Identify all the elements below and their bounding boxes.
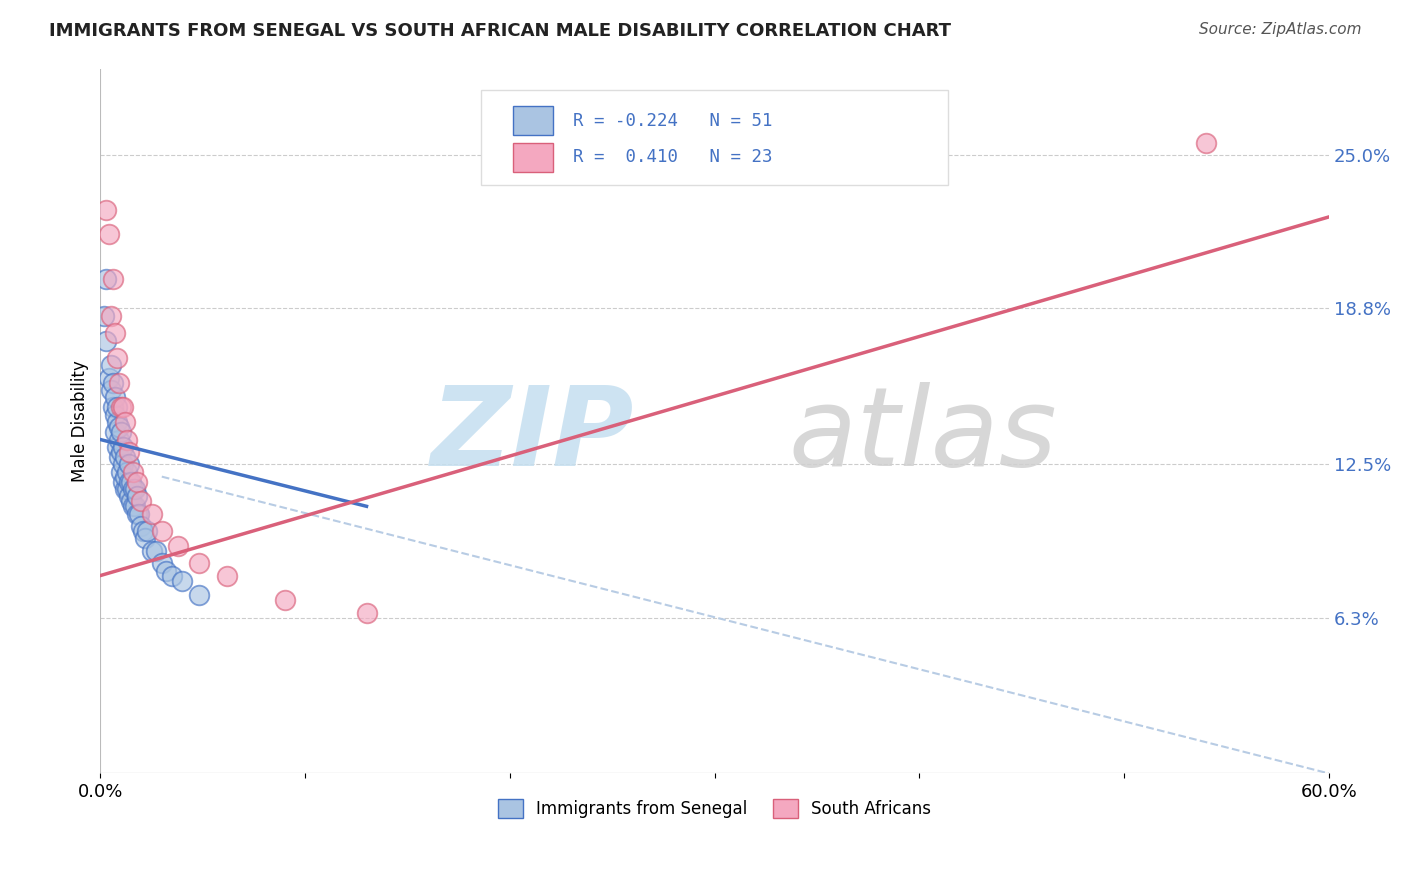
Point: [128, 507, 150, 521]
Point: [356, 606, 378, 620]
Text: ZIP: ZIP: [432, 382, 634, 489]
Point: [115, 465, 138, 479]
Point: [107, 376, 129, 390]
Point: [105, 415, 128, 429]
Point: [122, 500, 145, 514]
Point: [111, 475, 134, 489]
Point: [155, 564, 177, 578]
Point: [150, 556, 173, 570]
Point: [111, 401, 134, 415]
Point: [217, 568, 239, 582]
Point: [160, 568, 183, 582]
Point: [127, 490, 149, 504]
Point: [104, 326, 127, 341]
Point: [97, 370, 120, 384]
Point: [101, 272, 124, 286]
Legend: Immigrants from Senegal, South Africans: Immigrants from Senegal, South Africans: [492, 792, 938, 825]
Point: [127, 475, 149, 489]
Point: [118, 490, 141, 504]
Point: [141, 507, 163, 521]
Point: [118, 457, 141, 471]
Point: [111, 457, 134, 471]
Point: [115, 482, 138, 496]
Point: [114, 469, 136, 483]
Point: [97, 227, 120, 242]
Point: [145, 544, 167, 558]
Point: [110, 425, 132, 439]
Point: [129, 519, 152, 533]
Point: [107, 450, 129, 464]
Point: [141, 544, 163, 558]
Point: [136, 524, 159, 538]
Point: [96, 334, 118, 348]
Text: atlas: atlas: [789, 382, 1057, 489]
FancyBboxPatch shape: [513, 106, 553, 136]
Text: IMMIGRANTS FROM SENEGAL VS SOUTH AFRICAN MALE DISABILITY CORRELATION CHART: IMMIGRANTS FROM SENEGAL VS SOUTH AFRICAN…: [49, 22, 952, 40]
Point: [122, 482, 145, 496]
Point: [118, 475, 141, 489]
FancyBboxPatch shape: [481, 90, 948, 185]
Text: R = -0.224   N = 51: R = -0.224 N = 51: [572, 112, 772, 129]
Point: [124, 482, 146, 496]
Point: [93, 309, 115, 323]
Point: [172, 574, 194, 588]
Point: [150, 524, 173, 538]
Point: [110, 445, 132, 459]
Point: [134, 532, 156, 546]
Point: [120, 494, 142, 508]
Point: [101, 376, 124, 390]
Point: [100, 309, 122, 323]
Point: [114, 482, 136, 496]
Text: R =  0.410   N = 23: R = 0.410 N = 23: [572, 148, 772, 166]
FancyBboxPatch shape: [513, 143, 553, 172]
Point: [187, 556, 209, 570]
Y-axis label: Male Disability: Male Disability: [72, 360, 89, 482]
Point: [104, 425, 127, 439]
Point: [167, 539, 190, 553]
Point: [105, 351, 128, 365]
Point: [115, 433, 138, 447]
Point: [107, 433, 129, 447]
Point: [114, 450, 136, 464]
Point: [104, 408, 127, 422]
Text: Source: ZipAtlas.com: Source: ZipAtlas.com: [1198, 22, 1361, 37]
Point: [187, 588, 209, 602]
Point: [129, 494, 152, 508]
Point: [105, 440, 128, 454]
Point: [110, 465, 132, 479]
Point: [96, 202, 118, 217]
Point: [105, 401, 128, 415]
Point: [100, 383, 122, 397]
Point: [122, 465, 145, 479]
Point: [111, 440, 134, 454]
Point: [96, 272, 118, 286]
Point: [107, 420, 129, 434]
Point: [1195, 136, 1218, 150]
Point: [124, 500, 146, 514]
Point: [132, 524, 155, 538]
Point: [114, 415, 136, 429]
Point: [100, 359, 122, 373]
Point: [118, 445, 141, 459]
Point: [104, 391, 127, 405]
Point: [273, 593, 295, 607]
Point: [110, 401, 132, 415]
Point: [127, 507, 149, 521]
Point: [120, 475, 142, 489]
Point: [101, 401, 124, 415]
